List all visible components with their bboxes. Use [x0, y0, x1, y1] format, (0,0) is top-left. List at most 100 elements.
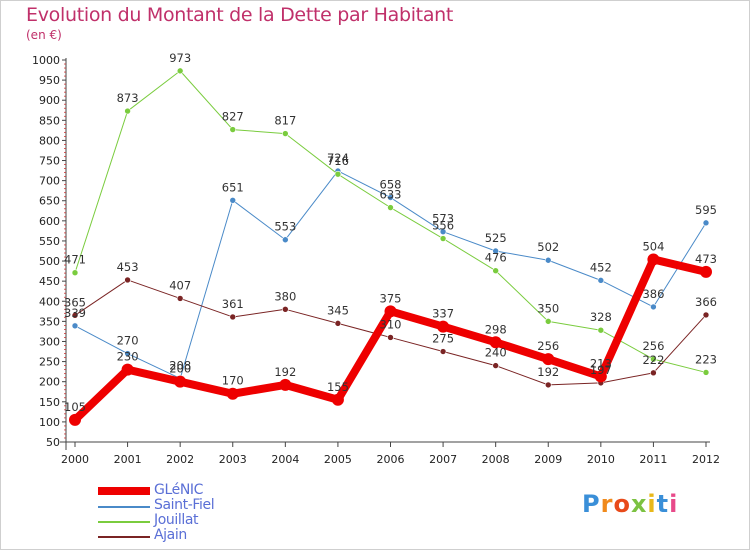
y-tick-label: 900 — [39, 94, 60, 107]
data-label: 724 — [327, 151, 349, 165]
data-point — [124, 107, 131, 115]
data-point — [282, 130, 289, 137]
data-label: 556 — [432, 219, 454, 233]
y-tick-label: 250 — [39, 356, 60, 369]
data-point — [331, 393, 344, 406]
data-point — [702, 311, 710, 319]
data-point — [700, 265, 712, 278]
data-label: 573 — [432, 212, 454, 226]
data-label: 504 — [642, 239, 664, 253]
y-tick-label: 650 — [39, 195, 60, 208]
data-point — [384, 305, 397, 318]
data-label: 230 — [117, 350, 139, 364]
data-label: 473 — [695, 252, 717, 266]
data-point — [387, 194, 394, 201]
x-tick-label: 2003 — [219, 453, 247, 466]
data-point — [597, 277, 605, 284]
data-label: 155 — [327, 380, 349, 394]
data-label: 275 — [432, 332, 454, 346]
data-label: 339 — [64, 306, 86, 320]
data-label: 386 — [642, 287, 664, 301]
data-point — [702, 369, 710, 376]
data-point — [176, 67, 184, 75]
data-label: 658 — [380, 178, 402, 192]
x-tick-label: 2010 — [587, 453, 615, 466]
data-point — [492, 247, 499, 255]
data-point — [702, 219, 710, 227]
data-point — [71, 269, 79, 277]
y-tick-label: 550 — [39, 235, 60, 248]
data-label: 380 — [274, 289, 296, 303]
data-label: 873 — [117, 91, 139, 105]
x-tick-label: 2002 — [166, 453, 194, 466]
data-label: 105 — [64, 400, 86, 414]
data-label: 256 — [642, 339, 664, 353]
data-point — [489, 336, 502, 349]
data-point — [437, 320, 450, 333]
data-label: 525 — [485, 231, 507, 245]
data-point — [492, 267, 499, 275]
data-point — [229, 313, 237, 321]
data-point — [124, 276, 131, 284]
y-tick-label: 1000 — [32, 54, 60, 67]
data-label: 223 — [695, 352, 717, 366]
data-point — [334, 170, 342, 178]
data-point — [492, 362, 499, 369]
data-point — [229, 197, 237, 204]
y-tick-label: 150 — [39, 396, 60, 409]
logo-letter: x — [630, 490, 648, 518]
data-label: 200 — [169, 362, 191, 376]
logo-letter: i — [669, 490, 679, 518]
data-point — [647, 253, 660, 266]
data-label: 222 — [642, 353, 664, 367]
y-tick-label: 800 — [39, 134, 60, 147]
proxiti-logo: Proxiti — [582, 490, 678, 518]
x-tick-label: 2005 — [324, 453, 352, 466]
y-tick-label: 100 — [39, 416, 60, 429]
logo-letter: i — [647, 490, 657, 518]
data-point — [544, 318, 552, 325]
y-tick-label: 350 — [39, 315, 60, 328]
data-label: 197 — [590, 363, 612, 377]
data-point — [121, 363, 134, 376]
data-label: 817 — [274, 114, 296, 128]
chart-title: Evolution du Montant de la Dette par Hab… — [26, 4, 454, 26]
y-tick-label: 200 — [39, 376, 60, 389]
legend-label: Ajain — [154, 527, 187, 543]
data-point — [597, 326, 605, 334]
data-point — [650, 369, 657, 377]
data-point — [279, 378, 292, 391]
x-tick-label: 2006 — [377, 453, 405, 466]
data-point — [69, 413, 81, 426]
data-label: 208 — [169, 358, 191, 372]
data-point — [650, 303, 657, 311]
data-point — [387, 334, 394, 341]
data-label: 337 — [432, 307, 454, 321]
legend-swatch — [98, 506, 150, 508]
data-label: 716 — [327, 154, 349, 168]
data-label: 170 — [222, 374, 244, 388]
data-point — [439, 235, 447, 242]
data-label: 256 — [537, 339, 559, 353]
y-tick-label: 600 — [39, 215, 60, 228]
data-label: 452 — [590, 260, 612, 274]
x-tick-label: 2007 — [429, 453, 457, 466]
chart-unit: (en €) — [26, 28, 62, 42]
y-tick-label: 300 — [39, 335, 60, 348]
legend-label: Saint-Fiel — [154, 497, 215, 513]
data-label: 595 — [695, 203, 717, 217]
data-label: 453 — [117, 260, 139, 274]
data-label: 365 — [64, 295, 86, 309]
data-point — [387, 204, 394, 211]
logo-letter: o — [613, 490, 631, 518]
data-point — [229, 126, 237, 133]
data-point — [71, 322, 79, 330]
data-label: 407 — [169, 278, 191, 292]
data-point — [174, 375, 187, 388]
x-tick-label: 2012 — [692, 453, 720, 466]
y-tick-label: 450 — [39, 275, 60, 288]
data-label: 192 — [537, 365, 559, 379]
legend-swatch — [98, 521, 150, 523]
data-label: 310 — [380, 317, 402, 331]
